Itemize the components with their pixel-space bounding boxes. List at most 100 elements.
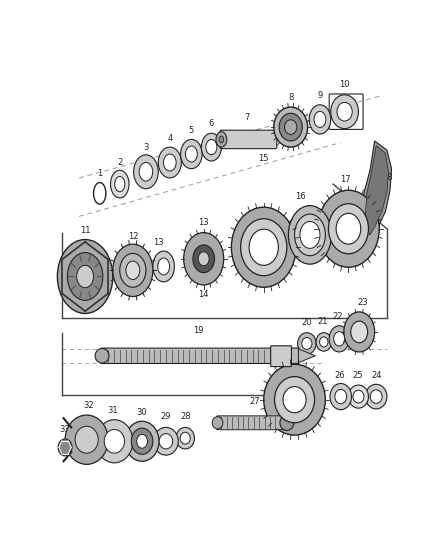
Polygon shape [298, 349, 315, 363]
Ellipse shape [318, 190, 379, 267]
Text: 10: 10 [339, 80, 350, 90]
Ellipse shape [337, 102, 352, 121]
Ellipse shape [185, 146, 197, 162]
Ellipse shape [57, 239, 113, 313]
Text: 20: 20 [302, 318, 312, 327]
Ellipse shape [193, 245, 215, 273]
Ellipse shape [294, 214, 325, 256]
Ellipse shape [275, 377, 314, 423]
Text: 21: 21 [317, 317, 328, 326]
FancyBboxPatch shape [101, 348, 299, 364]
Ellipse shape [158, 147, 181, 178]
Text: 3: 3 [143, 143, 148, 152]
Ellipse shape [351, 321, 367, 343]
Ellipse shape [264, 364, 325, 435]
Ellipse shape [216, 132, 227, 147]
Ellipse shape [180, 432, 190, 444]
Ellipse shape [328, 204, 368, 254]
Ellipse shape [126, 261, 140, 280]
Ellipse shape [279, 113, 302, 141]
Ellipse shape [184, 232, 224, 285]
Ellipse shape [113, 244, 153, 296]
Ellipse shape [139, 163, 153, 181]
Ellipse shape [331, 95, 358, 128]
Ellipse shape [158, 258, 170, 275]
Text: 1: 1 [97, 169, 102, 178]
Text: 19: 19 [193, 326, 204, 335]
Text: 13: 13 [153, 238, 163, 247]
Ellipse shape [206, 140, 217, 155]
Text: 24: 24 [371, 370, 381, 379]
Ellipse shape [159, 434, 173, 449]
Text: 31: 31 [107, 406, 118, 415]
Ellipse shape [201, 133, 221, 161]
Ellipse shape [176, 427, 194, 449]
Text: 27: 27 [249, 397, 260, 406]
Ellipse shape [298, 333, 316, 354]
Ellipse shape [163, 154, 176, 171]
Text: 5: 5 [189, 126, 194, 135]
Text: 11: 11 [80, 226, 90, 235]
Text: 25: 25 [353, 370, 363, 379]
Ellipse shape [280, 415, 294, 431]
Text: 17: 17 [340, 175, 351, 184]
Ellipse shape [316, 333, 332, 351]
Ellipse shape [95, 349, 109, 363]
Polygon shape [365, 146, 389, 235]
Ellipse shape [330, 384, 352, 410]
Ellipse shape [154, 427, 178, 455]
Ellipse shape [120, 253, 146, 287]
Ellipse shape [231, 207, 296, 287]
Ellipse shape [300, 221, 320, 248]
Ellipse shape [115, 176, 125, 192]
Text: 12: 12 [127, 232, 138, 241]
Ellipse shape [180, 140, 202, 168]
Text: 29: 29 [161, 412, 171, 421]
Ellipse shape [302, 337, 312, 350]
Text: 32: 32 [83, 401, 93, 410]
Ellipse shape [249, 229, 279, 265]
Ellipse shape [96, 419, 133, 463]
Ellipse shape [65, 415, 108, 464]
Ellipse shape [336, 213, 361, 244]
Ellipse shape [58, 439, 72, 456]
Ellipse shape [335, 390, 346, 404]
Ellipse shape [288, 206, 332, 264]
Ellipse shape [353, 390, 364, 403]
Text: 14: 14 [198, 290, 209, 300]
Ellipse shape [314, 111, 326, 127]
Ellipse shape [283, 386, 306, 413]
Text: 16: 16 [295, 192, 306, 201]
Ellipse shape [110, 170, 129, 198]
Text: 28: 28 [180, 412, 191, 421]
Text: 7: 7 [244, 114, 250, 123]
Ellipse shape [75, 426, 98, 453]
Ellipse shape [67, 253, 103, 301]
Ellipse shape [349, 385, 368, 408]
Polygon shape [362, 141, 392, 239]
Ellipse shape [137, 434, 148, 448]
Ellipse shape [131, 428, 153, 454]
Ellipse shape [125, 421, 159, 461]
Ellipse shape [329, 326, 349, 352]
FancyBboxPatch shape [220, 130, 277, 149]
Ellipse shape [219, 136, 224, 143]
Ellipse shape [104, 430, 124, 453]
Ellipse shape [370, 390, 382, 403]
Ellipse shape [198, 252, 209, 265]
Text: 30: 30 [137, 408, 148, 417]
Ellipse shape [320, 337, 328, 347]
Text: 33: 33 [60, 425, 71, 433]
Text: 6: 6 [208, 119, 214, 128]
Ellipse shape [134, 155, 158, 189]
Ellipse shape [285, 120, 297, 134]
Text: 8: 8 [288, 93, 293, 102]
Ellipse shape [365, 384, 387, 409]
Ellipse shape [212, 417, 223, 429]
Text: 2: 2 [117, 158, 122, 167]
Text: 18: 18 [382, 173, 393, 182]
Text: 9: 9 [317, 91, 322, 100]
Ellipse shape [344, 312, 374, 352]
Text: 22: 22 [332, 312, 343, 321]
Ellipse shape [309, 105, 331, 134]
